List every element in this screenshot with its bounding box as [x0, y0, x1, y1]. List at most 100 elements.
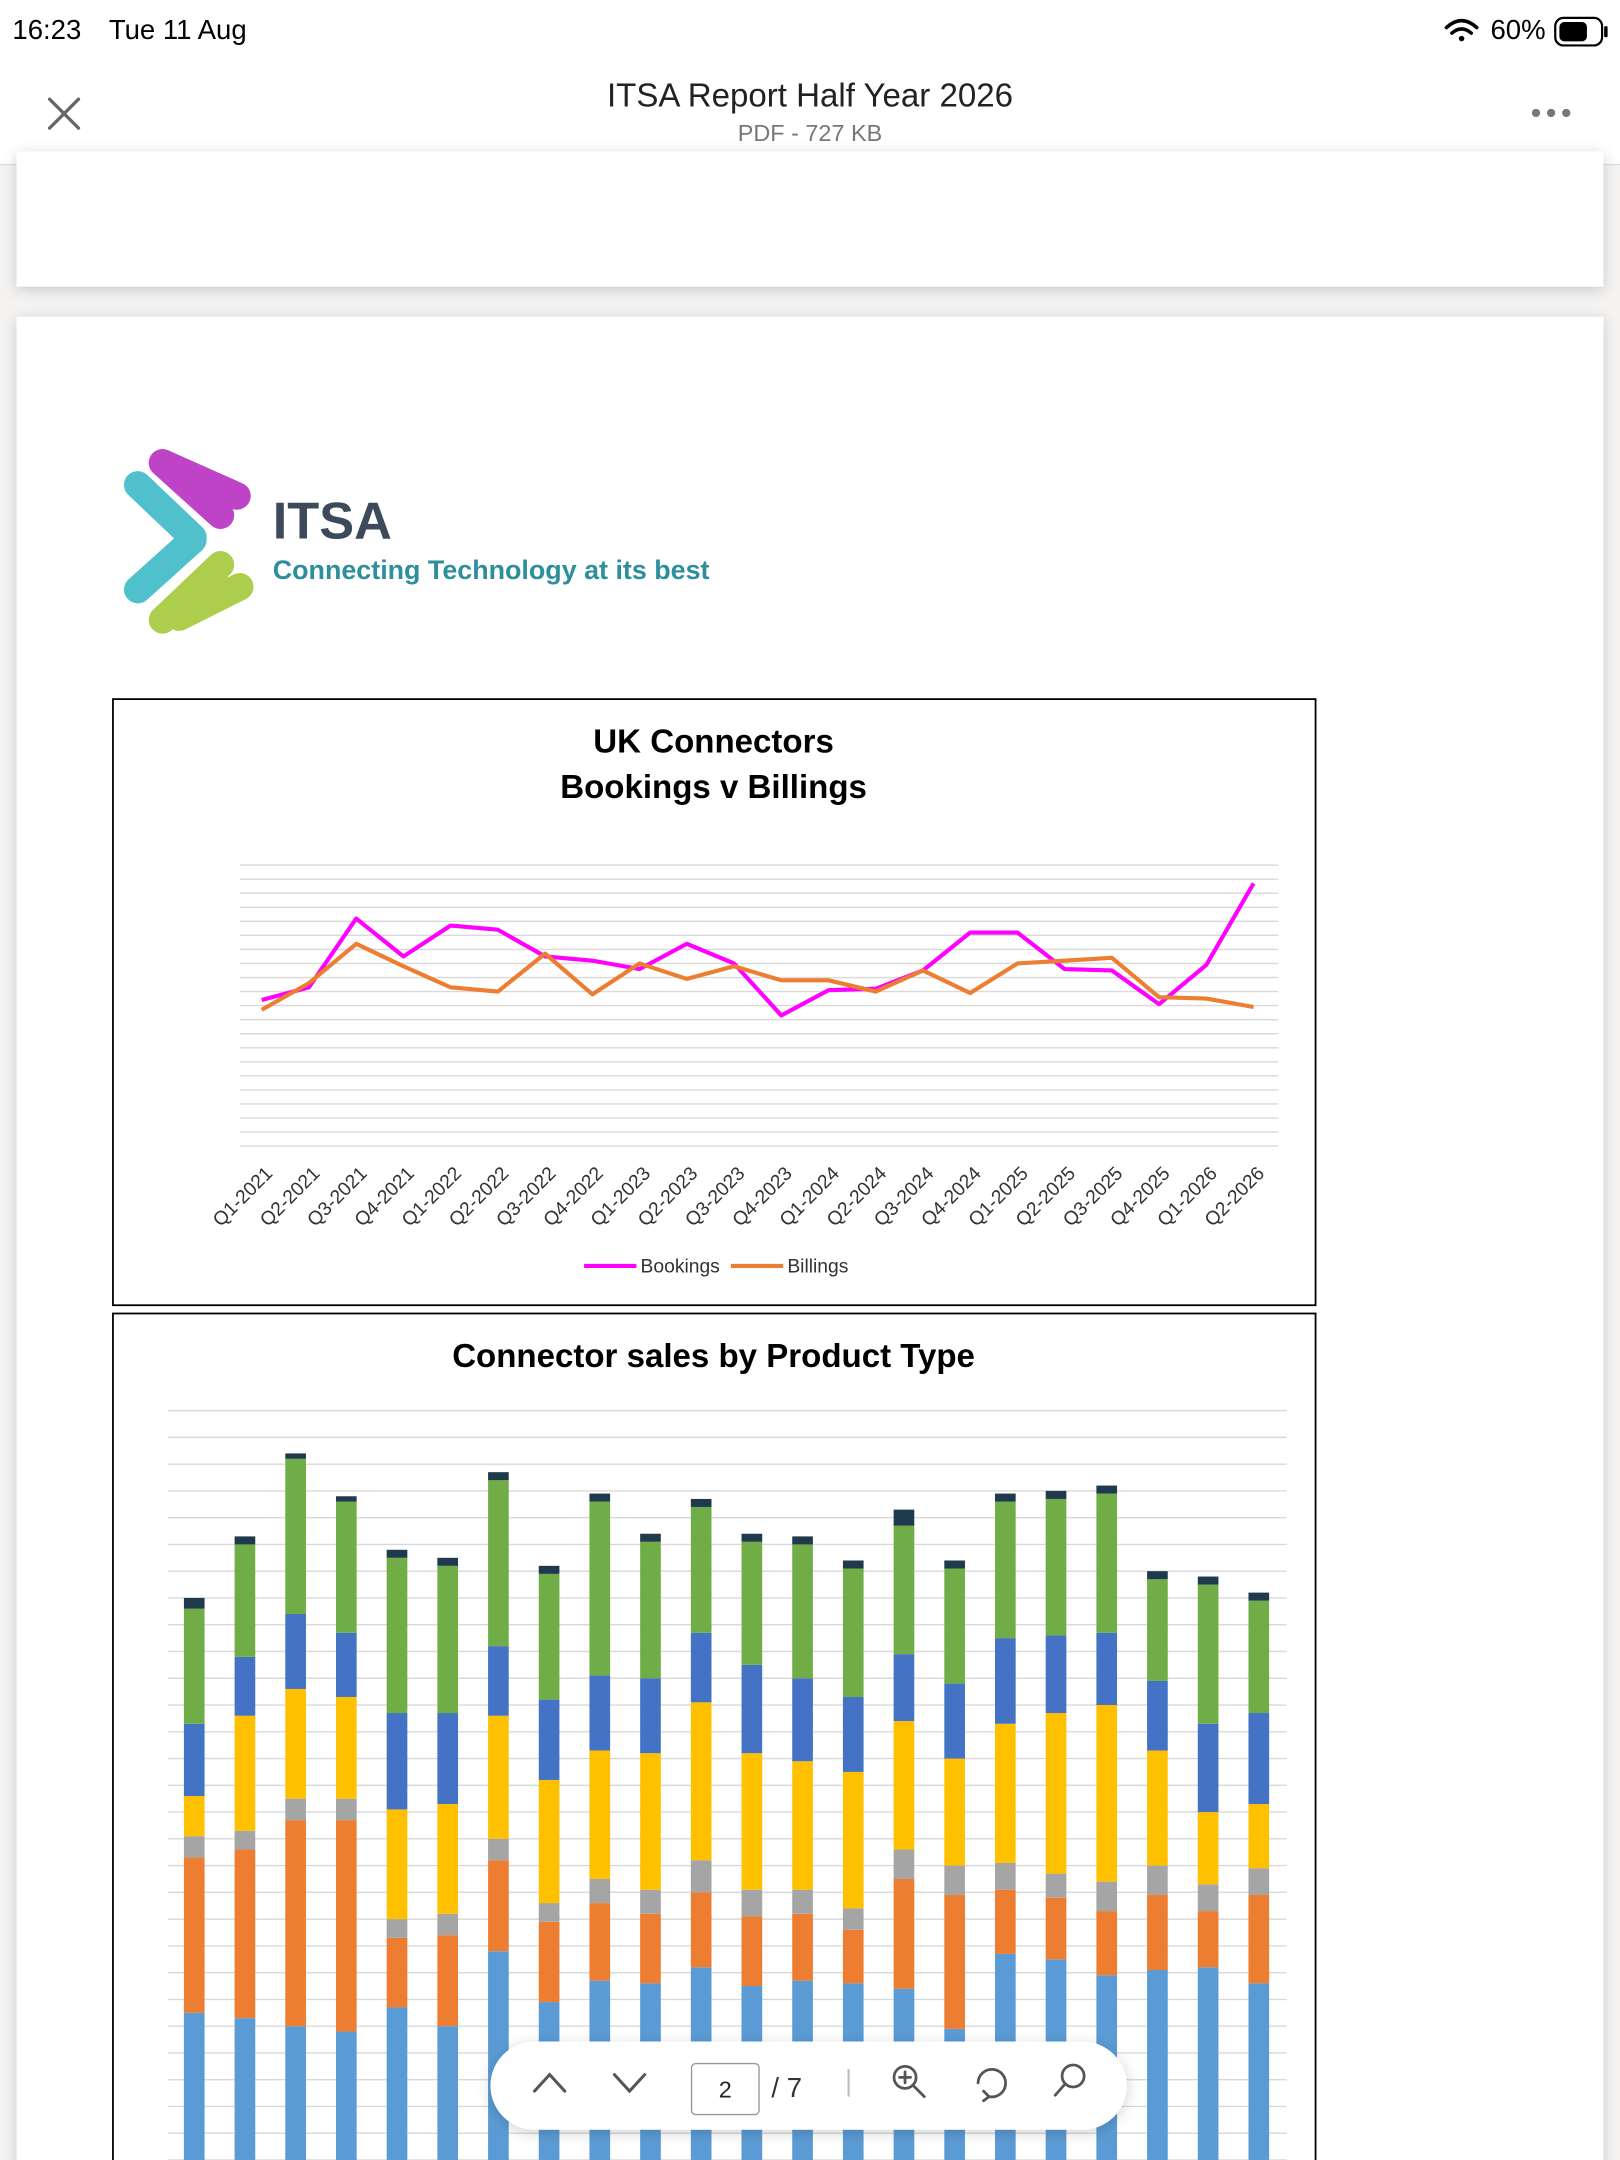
bar-segment	[538, 1921, 560, 2003]
bar-segment	[1147, 1750, 1168, 1866]
bar-segment	[995, 1501, 1016, 1639]
logo-mark	[123, 449, 254, 634]
bar-segment	[335, 1696, 357, 1799]
bar-segment	[640, 1913, 661, 1984]
bar-segment	[995, 1723, 1016, 1863]
bar-segment	[842, 1771, 864, 1909]
bar-segment	[640, 1533, 661, 1542]
bar-segment	[690, 1632, 712, 1703]
bar-segment	[640, 1889, 661, 1914]
bar-segment	[538, 1779, 560, 1904]
bar-segment	[842, 1908, 864, 1930]
bar-segment	[1147, 1865, 1168, 1896]
bar-segment	[944, 1683, 965, 1759]
bar-segment	[183, 1608, 205, 1724]
bar-segment	[1197, 1911, 1219, 1968]
bar-segment	[488, 1715, 509, 1839]
bar-segment	[386, 1809, 408, 1920]
bar-segment	[386, 1713, 408, 1810]
bar-segment	[690, 1506, 712, 1633]
bar-segment	[234, 1715, 256, 1831]
bar-segment	[1147, 1571, 1168, 1580]
bar-segment	[893, 1654, 915, 1722]
bar-segment	[1147, 1969, 1168, 2160]
bar-segment	[944, 1568, 965, 1684]
bar-segment	[1248, 1713, 1270, 1805]
bar-segment	[893, 1849, 915, 1879]
page-input[interactable]: 2	[719, 2076, 732, 2102]
bar-segment	[183, 1857, 205, 2013]
bar-segment	[1045, 1713, 1067, 1874]
bar-segment	[741, 1889, 763, 1917]
bar-segment	[842, 1560, 864, 1569]
page-count: / 7	[771, 2072, 802, 2103]
document-subtitle: PDF - 727 KB	[738, 120, 882, 146]
bar-segment	[335, 1501, 357, 1633]
bar-segment	[285, 1820, 306, 2027]
bar-segment	[944, 1758, 965, 1866]
next-page-button[interactable]	[612, 2073, 647, 2094]
bar-segment	[792, 1761, 813, 1890]
bar-segment	[842, 1696, 864, 1772]
line-series	[260, 941, 1254, 1012]
bar-segment	[1197, 1884, 1219, 1912]
pdf-toolbar: 2 / 7	[490, 2041, 1127, 2130]
bar-segment	[1045, 1498, 1067, 1636]
bar-segment	[995, 1493, 1016, 1502]
bar-segment	[589, 1878, 611, 1904]
bar-segment	[741, 1916, 763, 1987]
bar-segment	[437, 1713, 459, 1805]
previous-page	[16, 151, 1604, 287]
bar-segment	[183, 2012, 205, 2160]
bar-segment	[893, 1509, 915, 1526]
bar-segment	[944, 1865, 965, 1896]
bar-segment	[792, 1536, 813, 1545]
legend-label: Bookings	[641, 1256, 720, 1277]
bar-segment	[1096, 1911, 1118, 1976]
bar-segment	[792, 1889, 813, 1914]
bar-segment	[234, 1536, 256, 1545]
bar-segment	[538, 1565, 560, 1574]
time: 16:23	[12, 14, 81, 45]
bar-segment	[183, 1836, 205, 1858]
document-title: ITSA Report Half Year 2026	[607, 78, 1013, 115]
bar-segment	[741, 1541, 763, 1665]
bar-segment	[335, 1632, 357, 1697]
bar-segment	[1248, 1600, 1270, 1714]
top-bar	[0, 0, 1620, 166]
search-button[interactable]	[1053, 2063, 1086, 2097]
previous-page-button[interactable]	[532, 2072, 567, 2093]
bar-segment	[386, 1919, 408, 1938]
close-button[interactable]	[47, 97, 81, 130]
bar-segment	[488, 1838, 509, 1861]
bar-segment	[1197, 1812, 1219, 1885]
line-chart-frame	[112, 698, 1317, 1307]
more-button[interactable]	[1531, 108, 1571, 118]
bar-segment	[995, 1889, 1016, 1954]
bar-segment	[792, 1913, 813, 1981]
bar-segment	[437, 1565, 459, 1714]
rotate-button[interactable]	[976, 2067, 1007, 2103]
bar-segment	[893, 1525, 915, 1655]
bar-segment	[538, 1699, 560, 1780]
bar-segment	[1045, 1873, 1067, 1898]
bar-segment	[538, 1573, 560, 1700]
bar-segment	[944, 1560, 965, 1569]
bar-segment	[437, 1557, 459, 1566]
bar-segment	[386, 1937, 408, 2008]
wifi-icon	[1444, 18, 1479, 42]
bar-segment	[488, 1646, 509, 1716]
bar-segment	[437, 1804, 459, 1914]
page-input-box[interactable]	[690, 2062, 760, 2116]
bar-segment	[437, 1935, 459, 2027]
bar-segment	[1248, 1868, 1270, 1896]
bar-segment	[1045, 1635, 1067, 1714]
bar-segment	[640, 1541, 661, 1679]
bar-segment	[842, 1929, 864, 1984]
bar-segment	[640, 1753, 661, 1890]
bar-segment	[893, 1721, 915, 1850]
zoom-button[interactable]	[892, 2064, 926, 2099]
bar-segment	[589, 1675, 611, 1751]
bar-segment	[1248, 1804, 1270, 1869]
bar-segment	[589, 1493, 611, 1502]
